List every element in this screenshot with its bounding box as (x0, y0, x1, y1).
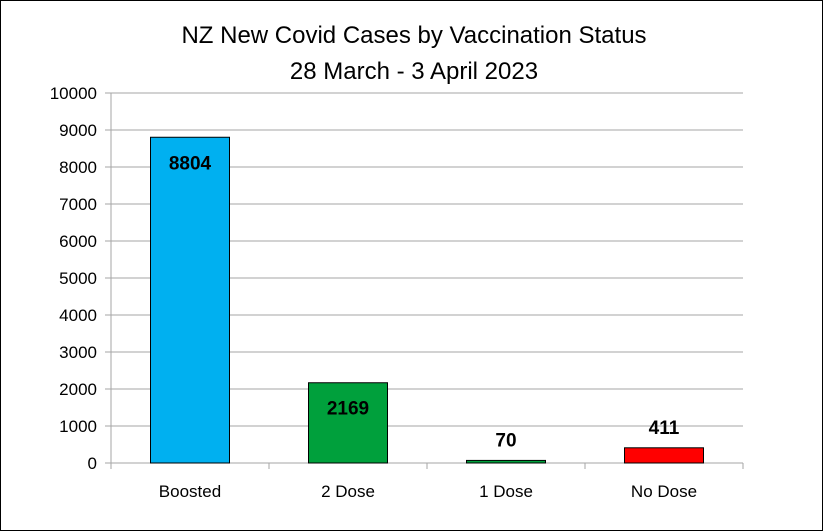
y-tick-label: 4000 (59, 306, 97, 325)
bar-boosted (150, 136, 230, 464)
data-labels: 8804 2169 70 411 (169, 153, 680, 451)
y-axis-tick-labels: 0 1000 2000 3000 4000 5000 6000 7000 8000 9000 100… (50, 84, 97, 473)
y-tick-label: 10000 (50, 84, 97, 103)
x-category-label: No Dose (631, 482, 697, 501)
bar-2-dose (308, 382, 388, 464)
bar-1-dose (466, 459, 546, 464)
chart-subtitle: 28 March - 3 April 2023 (290, 58, 538, 85)
x-axis-category-labels: Boosted 2 Dose 1 Dose No Dose (159, 482, 697, 501)
x-category-label: 2 Dose (321, 482, 375, 501)
y-tick-label: 1000 (59, 417, 97, 436)
y-tick-label: 2000 (59, 380, 97, 399)
y-tick-label: 7000 (59, 195, 97, 214)
bar-no-dose (624, 447, 704, 464)
x-category-label: Boosted (159, 482, 221, 501)
y-tick-label: 8000 (59, 158, 97, 177)
y-tick-label: 5000 (59, 269, 97, 288)
y-tick-label: 3000 (59, 343, 97, 362)
chart-title: NZ New Covid Cases by Vaccination Status (181, 22, 646, 49)
y-tick-label: 6000 (59, 232, 97, 251)
y-tick-label: 9000 (59, 121, 97, 140)
y-tick-label: 0 (88, 454, 97, 473)
bars (150, 136, 704, 464)
data-label: 2169 (327, 399, 369, 420)
data-label: 411 (649, 418, 680, 439)
data-label: 8804 (169, 153, 212, 174)
x-category-label: 1 Dose (479, 482, 533, 501)
data-label: 70 (495, 430, 516, 451)
